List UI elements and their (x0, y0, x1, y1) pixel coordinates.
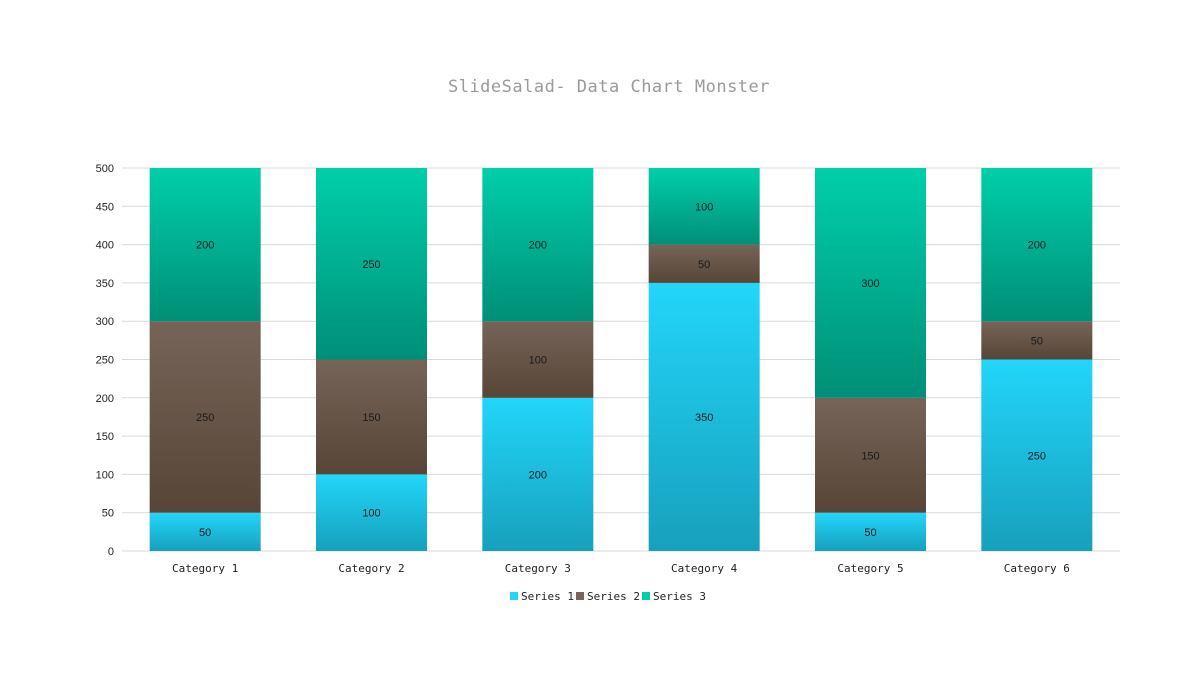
y-tick-label: 350 (96, 278, 114, 290)
bar-1-4 (648, 282, 760, 551)
data-label: 100 (529, 355, 547, 367)
y-tick-label: 250 (96, 355, 114, 367)
legend-label: Series 2 (587, 590, 640, 603)
y-tick-label: 200 (96, 393, 114, 405)
legend-item-series-1: Series 1 (510, 590, 574, 603)
x-tick-label: Category 4 (671, 562, 738, 575)
bar-3-1 (149, 168, 261, 322)
bar-3-5 (815, 168, 926, 398)
bar-1-2 (316, 474, 427, 551)
bar-1-1 (149, 512, 261, 551)
data-label: 50 (199, 527, 211, 539)
legend-item-series-2: Series 2 (576, 590, 640, 603)
bar-1-3 (482, 397, 594, 551)
x-tick-label: Category 6 (1004, 562, 1070, 575)
bar-3-6 (981, 168, 1093, 322)
bar-1-6 (981, 359, 1093, 551)
bar-3-2 (316, 168, 427, 360)
bar-3-3 (482, 168, 594, 322)
data-label: 200 (529, 469, 547, 481)
data-label: 250 (196, 412, 214, 424)
data-label: 200 (529, 240, 547, 252)
bar-2-1 (149, 321, 261, 513)
bar-2-5 (815, 397, 926, 513)
y-tick-label: 100 (96, 469, 114, 481)
chart-title: SlideSalad- Data Chart Monster (448, 77, 770, 97)
data-label: 200 (196, 240, 214, 252)
data-label: 100 (362, 508, 380, 520)
x-tick-label: Category 5 (837, 562, 903, 575)
bar-3-4 (648, 168, 760, 245)
legend-swatch (510, 592, 518, 600)
data-label: 200 (1028, 240, 1046, 252)
x-tick-label: Category 2 (338, 562, 404, 575)
data-label: 50 (698, 259, 710, 271)
y-tick-label: 300 (96, 316, 114, 328)
y-tick-label: 400 (96, 240, 114, 252)
data-label: 150 (362, 412, 380, 424)
bar-1-5 (815, 512, 926, 551)
x-tick-label: Category 1 (172, 562, 238, 575)
bar-2-3 (482, 321, 594, 398)
y-tick-label: 150 (96, 431, 114, 443)
y-tick-label: 500 (96, 163, 114, 175)
x-tick-label: Category 3 (505, 562, 571, 575)
bar-2-4 (648, 244, 760, 283)
y-tick-label: 0 (108, 546, 114, 558)
bar-2-2 (316, 359, 427, 475)
bar-2-6 (981, 321, 1093, 360)
data-label: 50 (1031, 335, 1043, 347)
data-label: 250 (362, 259, 380, 271)
y-tick-label: 450 (96, 201, 114, 213)
legend-swatch (642, 592, 650, 600)
legend-swatch (576, 592, 584, 600)
data-label: 350 (695, 412, 713, 424)
legend-item-series-3: Series 3 (642, 590, 706, 603)
y-tick-label: 50 (102, 508, 114, 520)
data-label: 50 (864, 527, 876, 539)
data-label: 100 (695, 201, 713, 213)
data-label: 250 (1028, 450, 1046, 462)
data-label: 150 (861, 450, 879, 462)
legend-label: Series 3 (653, 590, 706, 603)
legend-label: Series 1 (521, 590, 574, 603)
data-label: 300 (861, 278, 879, 290)
